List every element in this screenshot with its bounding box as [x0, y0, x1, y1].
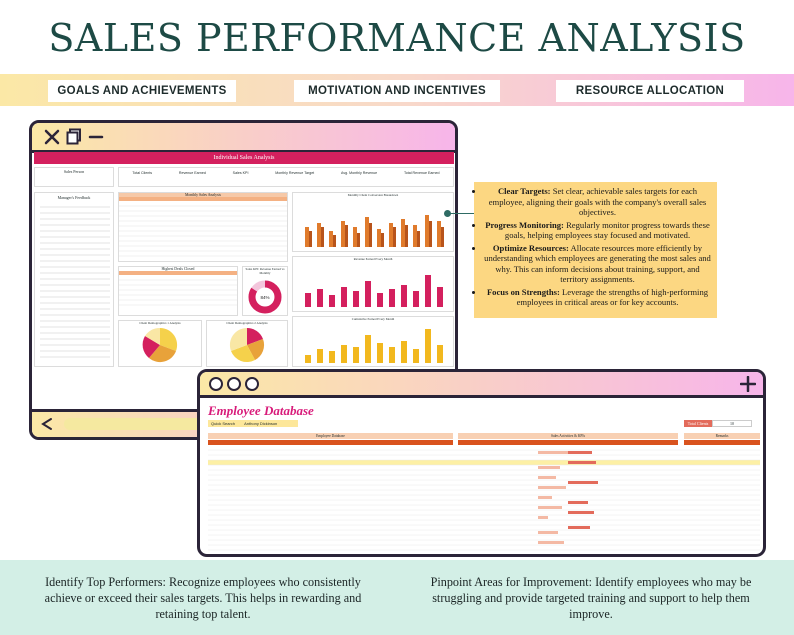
cumulative-month-chart: Cumulative Earned Every Month [292, 316, 454, 367]
window-titlebar [32, 123, 455, 153]
callout-text-2: Regularly monitor progress towards these… [504, 219, 710, 241]
pill-band: GOALS AND ACHIEVEMENTS MOTIVATION AND IN… [0, 74, 794, 106]
connector-line [447, 213, 475, 214]
kpi-gauge-panel: Sales KPI: Revenue Earned vs Monthly 84% [242, 266, 288, 316]
top-performers-text: Identify Top Performers: Recognize emplo… [44, 575, 362, 621]
kpi-strip: Total Clients Revenue Earned Sales KPI M… [118, 167, 454, 187]
callout-text-3: Allocate resources more efficiently by u… [484, 242, 711, 285]
callout-item-4: Focus on Strengths: Leverage the strengt… [484, 287, 711, 308]
employee-table-grid [208, 440, 760, 551]
pill-resources: RESOURCE ALLOCATION [556, 80, 744, 102]
callout-item-3: Optimize Resources: Allocate resources m… [484, 243, 711, 285]
chart-title-conversion: Monthly Client Conversion Breakdown [347, 193, 399, 197]
feedback-lines [40, 206, 110, 358]
kpi-gauge-chart: 84% [248, 280, 282, 314]
improvement-areas-text: Pinpoint Areas for Improvement: Identify… [430, 575, 752, 621]
kpi-total-revenue: Total Revenue Earned [403, 171, 440, 175]
plus-icon[interactable] [740, 376, 756, 392]
feedback-panel: Manager's Feedback [34, 192, 114, 367]
client-conversion-chart: Monthly Client Conversion Breakdown [292, 192, 454, 252]
callout-text-1: Set clear, achievable sales targets for … [488, 186, 707, 217]
monthly-table-title: Monthly Sales Analysis [119, 193, 287, 197]
kpi-sales-kpi: Sales KPI [232, 171, 249, 175]
employee-db-title: Employee Database [208, 403, 314, 418]
sheet-title: Individual Sales Analysis [34, 152, 454, 164]
scrollbar-track[interactable] [64, 418, 204, 430]
callout-head-1: Clear Targets: [497, 186, 551, 196]
close-icon[interactable] [44, 129, 60, 145]
revenue-bars [305, 275, 443, 307]
page-title: SALES PERFORMANCE ANALYSIS [48, 16, 746, 60]
kpi-total-clients: Total Clients [132, 171, 152, 175]
pie-chart-2 [229, 327, 265, 363]
kpi-monthly-target: Monthly Revenue Target [275, 171, 315, 175]
conversion-bars [305, 215, 444, 247]
callout-item-2: Progress Monitoring: Regularly monitor p… [484, 220, 711, 241]
chart-title-cumulative: Cumulative Earned Every Month [351, 317, 395, 321]
benefits-callout: Clear Targets: Set clear, achievable sal… [474, 182, 717, 318]
pie-title-1: Client Demographics 1 Analysis [139, 321, 181, 325]
chevron-left-icon[interactable] [40, 417, 54, 431]
monthly-sales-table: Monthly Sales Analysis [118, 192, 288, 262]
window2-titlebar [200, 372, 763, 398]
spreadsheet-dashboard: Individual Sales Analysis Sales Person T… [34, 152, 454, 367]
salesperson-label: Sales Person [63, 169, 85, 174]
pill-motivation: MOTIVATION AND INCENTIVES [294, 80, 500, 102]
callout-head-4: Focus on Strengths: [486, 286, 560, 297]
window-dot-2[interactable] [227, 377, 241, 391]
copy-icon[interactable] [66, 128, 82, 145]
deals-table: Highest Deals Closed [118, 266, 238, 316]
cumulative-bars [305, 329, 443, 363]
kpi-avg-monthly: Avg. Monthly Revenue [341, 171, 378, 175]
monthly-table-rows [119, 197, 287, 257]
kpi-gauge-title: Sales KPI: Revenue Earned vs Monthly [245, 267, 285, 275]
minimize-icon[interactable] [88, 129, 104, 145]
window-dot-1[interactable] [209, 377, 223, 391]
callout-head-2: Progress Monitoring: [485, 219, 564, 230]
employee-database-window: Employee Database Quick Search Anthony D… [197, 369, 766, 557]
activities-table-title: Sales Activities & KPIs [458, 433, 678, 439]
kpi-labels: Total Clients Revenue Earned Sales KPI M… [119, 168, 453, 175]
deals-rows [119, 271, 237, 306]
quick-search-label: Quick Search [211, 421, 236, 426]
callout-text-4: Leverage the strengths of high-performin… [516, 286, 709, 308]
quick-search-box[interactable]: Quick Search Anthony Dickinson [208, 420, 298, 427]
chart-title-revenue: Revenue Earned Every Month [353, 257, 393, 261]
callout-item-1: Clear Targets: Set clear, achievable sal… [484, 186, 711, 218]
salesperson-box: Sales Person [34, 167, 114, 187]
feedback-title: Manager's Feedback [57, 195, 91, 200]
callout-head-3: Optimize Resources: [492, 242, 569, 253]
window-dot-3[interactable] [245, 377, 259, 391]
pill-goals: GOALS AND ACHIEVEMENTS [48, 80, 236, 102]
total-clients-value: 10 [712, 420, 752, 427]
pie-title-2: Client Demographics 2 Analysis [226, 321, 268, 325]
revenue-month-chart: Revenue Earned Every Month [292, 256, 454, 312]
bottom-summary: Identify Top Performers: Recognize emplo… [0, 560, 794, 635]
kpi-revenue-earned: Revenue Earned [178, 171, 206, 175]
remarks-title: Remarks [684, 433, 760, 439]
deals-title: Highest Deals Closed [161, 267, 195, 271]
pie-chart-1 [142, 327, 178, 363]
pie-panel-2: Client Demographics 2 Analysis [206, 320, 288, 367]
kpi-gauge-value: 84% [260, 295, 269, 300]
quick-search-value: Anthony Dickinson [244, 421, 278, 426]
employee-table-title: Employee Database [208, 433, 453, 439]
total-clients-label: Total Clients [684, 420, 712, 427]
pie-panel-1: Client Demographics 1 Analysis [118, 320, 202, 367]
